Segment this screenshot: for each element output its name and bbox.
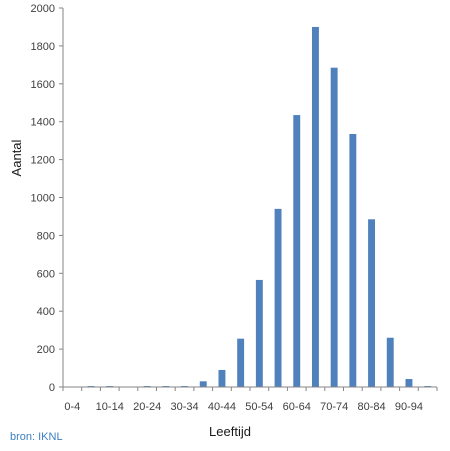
bar-75-79 (349, 134, 357, 387)
y-tick-label: 800 (37, 230, 55, 242)
bar-40-44 (218, 369, 226, 387)
bar-70-74 (330, 67, 338, 387)
bar-65-69 (311, 26, 319, 387)
y-tick-label: 1600 (31, 79, 55, 91)
source-note: bron: IKNL (10, 431, 63, 443)
y-tick-label: 1000 (31, 193, 55, 205)
x-tick-label: 60-64 (283, 401, 311, 413)
x-tick-label: 0-4 (64, 401, 80, 413)
y-axis-ticks: 0 200 400 600 800 1000 1200 1400 1600 1800 2000 (31, 3, 63, 394)
x-tick-label: 80-84 (357, 401, 385, 413)
x-axis-title: Leeftijd (209, 424, 251, 439)
bar-35-39 (199, 381, 207, 387)
y-tick-label: 1400 (31, 117, 55, 129)
bar-85-89 (386, 337, 394, 387)
x-tick-label: 30-34 (170, 401, 198, 413)
x-tick-label: 50-54 (245, 401, 273, 413)
y-tick-label: 400 (37, 306, 55, 318)
x-tick-label: 90-94 (395, 401, 423, 413)
y-tick-label: 200 (37, 344, 55, 356)
x-tick-label: 40-44 (208, 401, 236, 413)
y-tick-label: 600 (37, 268, 55, 280)
y-tick-label: 0 (49, 382, 55, 394)
x-axis-ticks: 0-4 10-14 20-24 30-34 40-44 50-54 60-64 70-74 80… (62, 387, 438, 413)
x-tick-label: 20-24 (133, 401, 161, 413)
x-tick-label: 70-74 (320, 401, 348, 413)
x-tick-label: 10-14 (96, 401, 124, 413)
y-axis-title: Aantal (9, 139, 24, 176)
bar-90-94 (405, 379, 413, 387)
bar-60-64 (293, 115, 301, 387)
bar-55-59 (274, 208, 282, 387)
bar-80-84 (368, 219, 376, 387)
bars (87, 26, 432, 387)
y-tick-label: 1200 (31, 155, 55, 167)
y-tick-label: 1800 (31, 41, 55, 53)
bar-45-49 (237, 338, 245, 387)
bar-50-54 (255, 279, 263, 387)
y-tick-label: 2000 (31, 3, 55, 15)
